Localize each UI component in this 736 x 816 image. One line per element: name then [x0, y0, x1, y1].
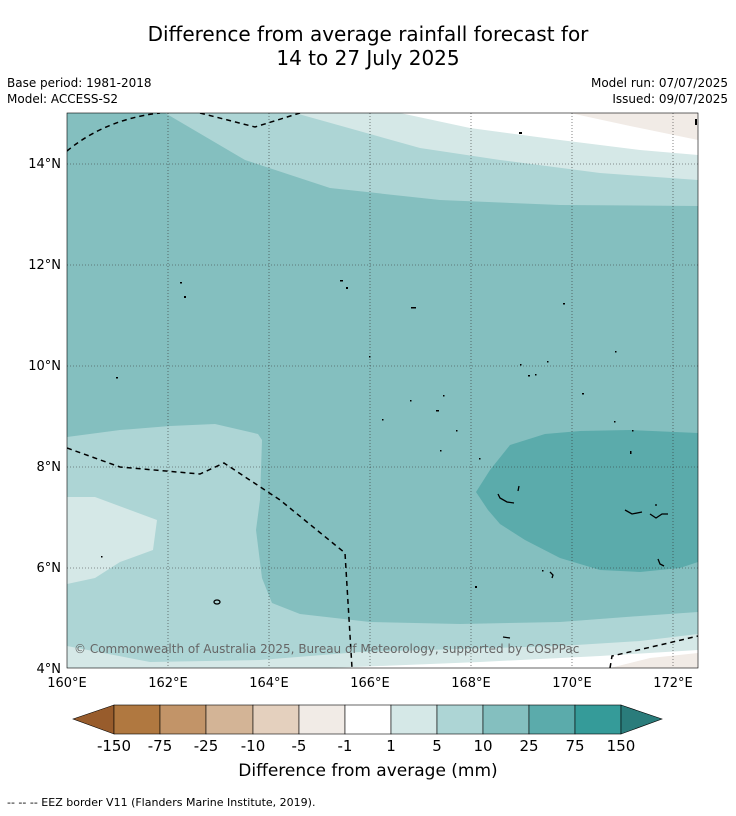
model-name: Model: ACCESS-S2	[7, 92, 119, 106]
contour-25-75-east	[476, 430, 698, 572]
colorbar-ticks: -150 -75 -25 -10 -5 -1 1 5 10 25 75 150	[97, 737, 635, 755]
colorbar-tick-label: 75	[565, 737, 584, 755]
lon-tick-label: 162°E	[148, 676, 188, 691]
lat-tick-label: 6°N	[37, 561, 62, 576]
lon-axis: 160°E 162°E 164°E 166°E 168°E 170°E 172°…	[47, 676, 693, 691]
map-plot-area	[67, 113, 698, 668]
lat-tick-label: 8°N	[37, 460, 62, 475]
colorbar-tick-label: 25	[519, 737, 538, 755]
lon-tick-label: 170°E	[552, 676, 592, 691]
model-run: Model run: 07/07/2025	[590, 76, 728, 90]
map-frame	[66, 112, 699, 669]
colorbar-bin	[482, 704, 530, 735]
base-period: Base period: 1981-2018	[7, 76, 152, 90]
lat-tick-label: 14°N	[28, 157, 61, 172]
colorbar	[72, 704, 663, 735]
lat-axis: 4°N 6°N 8°N 10°N 12°N 14°N	[28, 157, 61, 677]
colorbar-tick-label: -5	[292, 737, 307, 755]
lat-tick-label: 10°N	[28, 359, 61, 374]
lat-tick-label: 12°N	[28, 258, 61, 273]
lon-tick-label: 168°E	[451, 676, 491, 691]
lon-tick-label: 160°E	[47, 676, 87, 691]
eez-borders	[67, 113, 698, 668]
colorbar-bin	[528, 704, 576, 735]
eez-border-south	[67, 447, 353, 668]
graticule	[67, 113, 698, 668]
lat-tick-label: 4°N	[37, 662, 62, 677]
colorbar-tick-label: -1	[338, 737, 353, 755]
colorbar-tick-label: 150	[607, 737, 636, 755]
colorbar-bin	[205, 704, 254, 735]
contour-1-5-west	[67, 497, 157, 584]
atolls	[213, 485, 668, 639]
islands	[101, 119, 697, 588]
colorbar-tick-label: -25	[194, 737, 219, 755]
colorbar-bin	[298, 704, 346, 735]
colorbar-bin	[252, 704, 300, 735]
colorbar-bin	[574, 704, 622, 735]
contour-neg1-neg5-north	[570, 113, 698, 140]
colorbar-tick-label: 10	[473, 737, 492, 755]
colorbar-tick-label: -10	[241, 737, 266, 755]
lon-tick-label: 164°E	[249, 676, 289, 691]
issued-date: Issued: 09/07/2025	[612, 92, 728, 106]
colorbar-title: Difference from average (mm)	[238, 761, 498, 781]
contour-neutral-south	[330, 650, 698, 668]
colorbar-bin	[344, 704, 392, 735]
colorbar-bin	[159, 704, 207, 735]
meta-right: Model run: 07/07/2025 Issued: 09/07/2025	[591, 75, 728, 107]
colorbar-tick-label: 1	[386, 737, 396, 755]
contour-5-10-south	[67, 424, 698, 668]
eez-footnote: -- -- -- EEZ border V11 (Flanders Marine…	[7, 796, 316, 809]
colorbar-tick-label: -75	[148, 737, 173, 755]
colorbar-bin	[436, 704, 484, 735]
lon-tick-label: 172°E	[653, 676, 693, 691]
title-line-2: 14 to 27 July 2025	[276, 46, 460, 70]
colorbar-extend-high	[620, 704, 663, 735]
title-line-1: Difference from average rainfall forecas…	[147, 22, 589, 46]
contour-neg1-neg5-south	[610, 653, 698, 668]
colorbar-tick-label: -150	[97, 737, 131, 755]
copyright-text: © Commonwealth of Australia 2025, Bureau…	[74, 642, 579, 656]
eez-border-south-east	[609, 635, 698, 668]
colorbar-tick-label: 5	[432, 737, 442, 755]
lon-tick-label: 166°E	[350, 676, 390, 691]
colorbar-bin	[390, 704, 438, 735]
eez-border-north	[199, 113, 301, 128]
colorbar-extend-low	[72, 704, 115, 735]
meta-left: Base period: 1981-2018 Model: ACCESS-S2	[7, 75, 152, 107]
chart-title: Difference from average rainfall forecas…	[0, 22, 736, 70]
colorbar-bin	[113, 704, 161, 735]
